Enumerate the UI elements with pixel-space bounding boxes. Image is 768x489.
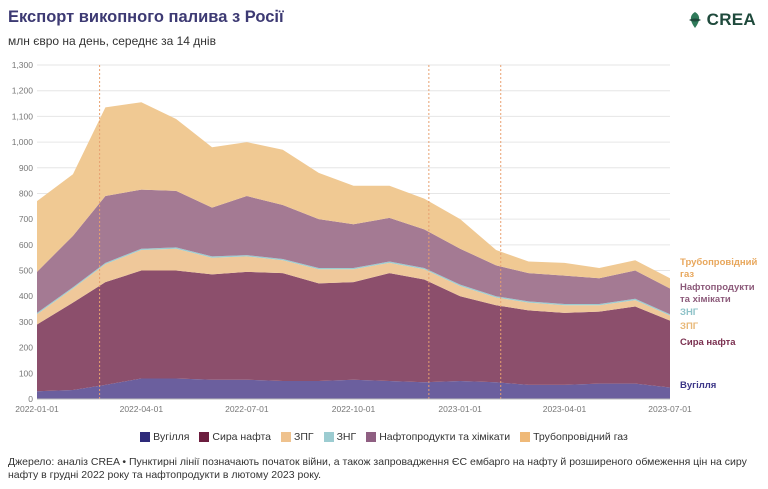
y-tick-label: 500 — [19, 266, 33, 276]
legend-item: Трубопровідний газ — [520, 431, 628, 443]
legend-swatch — [323, 432, 334, 442]
label-line: ЗПГ — [680, 321, 699, 332]
legend-label: Вугілля — [153, 431, 190, 443]
crea-logo: CREA — [686, 10, 756, 30]
logo-text: CREA — [706, 10, 756, 29]
y-tick-label: 600 — [19, 240, 33, 250]
legend-item: ЗНГ — [323, 431, 357, 443]
y-tick-label: 800 — [19, 188, 33, 198]
area-Сира нафта — [37, 270, 670, 392]
label-line: Трубопровідний — [680, 257, 758, 268]
series-end-label: ЗПГ — [680, 321, 699, 332]
x-tick-label: 2022-07-01 — [225, 404, 269, 414]
y-tick-label: 1,000 — [12, 137, 34, 147]
legend-label: ЗНГ — [336, 431, 357, 443]
stacked-area-chart: 0 100 200 300 400 500 600 700 800 900 1,000 1,100 1,… — [12, 60, 758, 414]
label-line: та хімікати — [680, 294, 731, 305]
label-line: ЗНГ — [680, 307, 699, 318]
chart-subtitle: млн євро на день, середнє за 14 днів — [8, 34, 216, 48]
crea-leaf-icon — [688, 12, 701, 28]
legend-item: Вугілля — [140, 431, 189, 443]
series-end-label: Трубопровідний газ — [680, 257, 758, 280]
series-end-label: ЗНГ — [680, 307, 699, 318]
label-line: газ — [680, 269, 694, 280]
x-tick-label: 2023-07-01 — [648, 404, 692, 414]
label-line: Сира нафта — [680, 337, 736, 348]
legend-swatch — [520, 432, 531, 442]
y-tick-label: 1,300 — [12, 60, 34, 70]
legend-item: Нафтопродукти та хімікати — [366, 431, 510, 443]
legend-label: Сира нафта — [212, 431, 272, 443]
legend-swatch — [140, 432, 151, 442]
area-Вугілля — [37, 378, 670, 399]
y-tick-label: 900 — [19, 163, 33, 173]
legend-swatch — [366, 432, 377, 442]
y-axis-ticks: 0 100 200 300 400 500 600 700 800 900 1,000 1,100 1,… — [12, 60, 34, 404]
legend-label: Нафтопродукти та хімікати — [379, 431, 511, 443]
y-tick-label: 100 — [19, 368, 33, 378]
label-line: Нафтопродукти — [680, 282, 755, 293]
x-axis-ticks: 2022-01-01 2022-04-01 2022-07-01 2022-10-01… — [15, 398, 692, 414]
y-tick-label: 1,200 — [12, 86, 34, 96]
legend-label: Трубопровідний газ — [533, 431, 628, 443]
legend-swatch — [199, 432, 210, 442]
x-tick-label: 2022-04-01 — [120, 404, 164, 414]
x-tick-label: 2023-04-01 — [543, 404, 587, 414]
y-tick-label: 200 — [19, 343, 33, 353]
legend-item: ЗПГ — [281, 431, 314, 443]
y-tick-label: 300 — [19, 317, 33, 327]
y-tick-label: 400 — [19, 291, 33, 301]
x-tick-label: 2023-01-01 — [438, 404, 482, 414]
chart-title: Експорт викопного палива з Росії — [8, 8, 284, 26]
series-end-label: Сира нафта — [680, 337, 736, 348]
source-note: Джерело: аналіз CREA • Пунктирні лінії п… — [8, 456, 747, 481]
area-series — [37, 102, 670, 399]
x-tick-label: 2022-10-01 — [332, 404, 376, 414]
legend-label: ЗПГ — [294, 431, 314, 443]
area-Нафтопродукти та хімікати — [37, 189, 670, 315]
series-end-label: Вугілля — [680, 380, 716, 391]
y-tick-label: 1,100 — [12, 111, 34, 121]
x-tick-label: 2022-01-01 — [15, 404, 59, 414]
label-line: Вугілля — [680, 380, 716, 391]
y-tick-label: 700 — [19, 214, 33, 224]
series-end-label: Нафтопродукти та хімікати — [680, 282, 755, 305]
legend-swatch — [281, 432, 292, 442]
area-Трубопровідний газ — [37, 102, 670, 289]
legend-item: Сира нафта — [199, 431, 271, 443]
area-ЗПГ — [37, 248, 670, 325]
y-tick-label: 0 — [28, 394, 33, 404]
chart-legend: Вугілля Сира нафта ЗПГ ЗНГ Нафтопродукти та … — [0, 431, 768, 443]
